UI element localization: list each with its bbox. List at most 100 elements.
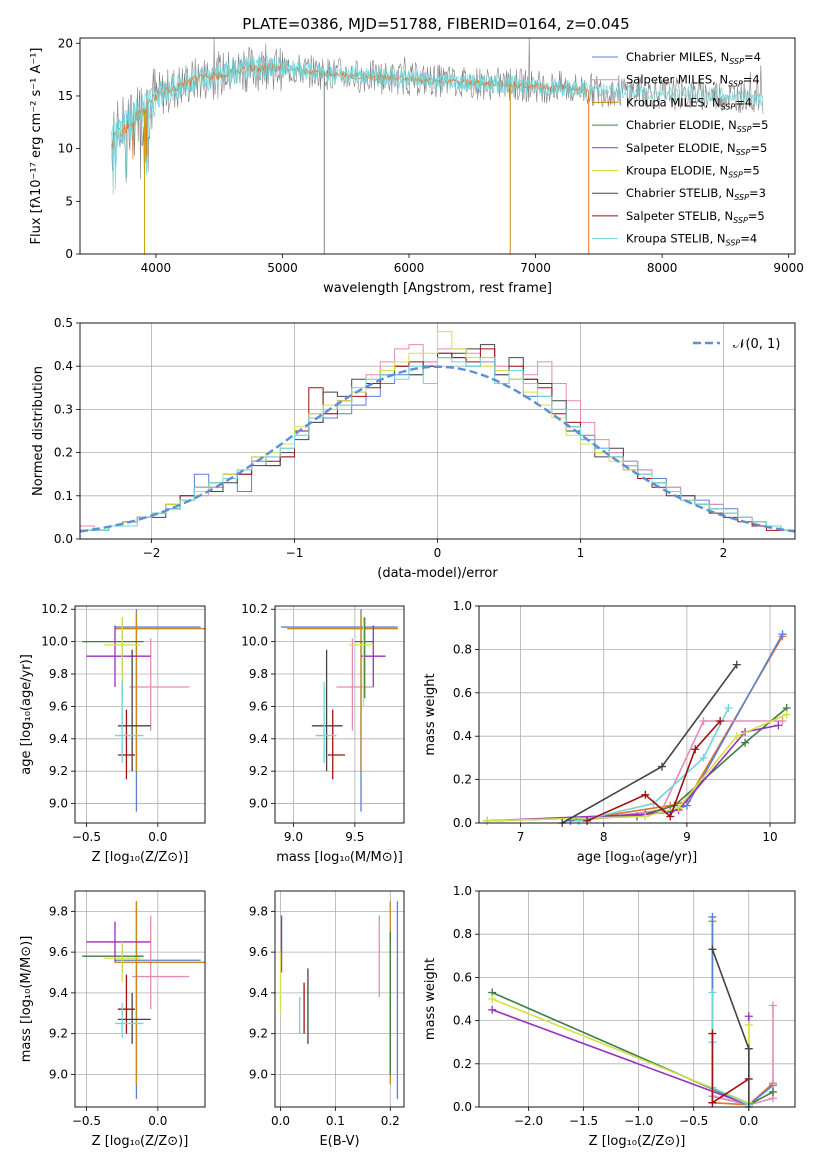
legend-label: Chabrier ELODIE, NSSP=5 bbox=[626, 118, 768, 134]
data-point bbox=[732, 732, 741, 741]
data-point bbox=[641, 790, 650, 799]
legend-label: Kroupa MILES, NSSP=4 bbox=[626, 95, 752, 111]
y-tick-label: 0.4 bbox=[453, 729, 472, 743]
y-tick-label: 0.8 bbox=[453, 927, 472, 941]
data-point bbox=[699, 753, 708, 762]
series-line bbox=[570, 633, 784, 822]
data-point bbox=[774, 721, 783, 730]
legend-label: Chabrier MILES, NSSP=4 bbox=[626, 50, 761, 66]
data-point bbox=[741, 738, 750, 747]
y-tick-label: 0.8 bbox=[453, 642, 472, 656]
y-tick-label: 10.2 bbox=[41, 602, 68, 616]
mass-vs-Z-axes: −0.5 0.0 9.0 9.2 9.4 9.6 9.8 Z [log₁₀(Z/Z⊙)] mas… bbox=[19, 890, 206, 1149]
x-tick-label: 10 bbox=[762, 830, 777, 844]
data-point bbox=[732, 660, 741, 669]
x-tick-label: 4000 bbox=[141, 261, 172, 275]
x-tick-label: 2 bbox=[720, 546, 728, 560]
series-line bbox=[711, 1033, 750, 1105]
data-point bbox=[488, 1005, 497, 1014]
massweight-vs-age-axes: 7 8 9 10 0.0 0.2 0.4 0.6 0.8 1.0 age [log₁₀(age/yr… bbox=[423, 599, 796, 865]
data-point bbox=[708, 945, 717, 954]
y-tick-label: 0.4 bbox=[453, 1014, 472, 1028]
data-point bbox=[708, 912, 717, 921]
y-tick-label: 9.2 bbox=[49, 1027, 68, 1041]
data-point bbox=[716, 717, 725, 726]
y-tick-label: 9.0 bbox=[49, 797, 68, 811]
y-tick-label: 9.8 bbox=[49, 904, 68, 918]
y-tick-label: 9.8 bbox=[49, 667, 68, 681]
plot-frame bbox=[74, 605, 206, 824]
spectrum-lines bbox=[111, 38, 764, 254]
data-point bbox=[778, 630, 787, 639]
normal-curve bbox=[79, 365, 796, 533]
x-tick-label: 1 bbox=[577, 546, 585, 560]
x-axis-label: wavelength [Angstrom, rest frame] bbox=[323, 281, 552, 296]
y-tick-label: 0.4 bbox=[54, 359, 73, 373]
x-axis-label: (data-model)/error bbox=[377, 566, 498, 581]
y-tick-label: 9.0 bbox=[249, 1067, 268, 1081]
x-tick-label: 9.0 bbox=[284, 830, 303, 844]
x-tick-label: 0 bbox=[434, 546, 442, 560]
y-tick-label: 9.0 bbox=[249, 797, 268, 811]
x-axis-label: E(B-V) bbox=[319, 1134, 359, 1149]
data-point bbox=[699, 717, 708, 726]
data-point bbox=[708, 1098, 717, 1107]
plot-frame bbox=[79, 37, 796, 255]
x-tick-label: 0.0 bbox=[271, 1114, 290, 1128]
data-point bbox=[666, 812, 675, 821]
x-tick-label: 9 bbox=[683, 830, 691, 844]
data-point bbox=[768, 1087, 777, 1096]
data-point bbox=[744, 1044, 753, 1053]
x-tick-label: 8000 bbox=[647, 261, 678, 275]
data-point bbox=[682, 801, 691, 810]
data-point bbox=[782, 710, 791, 719]
data-point bbox=[674, 803, 683, 812]
residuals-axes: −2 −1 0 1 2 0.0 0.1 0.2 0.3 0.4 0.5 (data-model)/er… bbox=[31, 316, 796, 581]
y-tick-label: 9.8 bbox=[249, 904, 268, 918]
y-axis-label: Normed distribution bbox=[31, 366, 46, 496]
x-tick-label: 0.2 bbox=[381, 1114, 400, 1128]
x-axis-label: age [log₁₀(age/yr)] bbox=[577, 850, 698, 865]
y-tick-label: 0 bbox=[65, 247, 73, 261]
x-tick-label: 9.5 bbox=[345, 830, 364, 844]
y-axis-label: age [log₁₀(age/yr)] bbox=[19, 654, 34, 775]
y-tick-label: 10.0 bbox=[241, 635, 268, 649]
y-tick-label: 20 bbox=[58, 36, 73, 50]
y-tick-label: 0.2 bbox=[453, 773, 472, 787]
x-tick-label: 7 bbox=[517, 830, 525, 844]
x-axis-label: Z [log₁₀(Z/Z⊙)] bbox=[92, 1134, 189, 1149]
data-point bbox=[724, 703, 733, 712]
age-vs-mass-axes: 9.0 9.5 9.0 9.2 9.4 9.6 9.8 10.0 10.2 mass [log₁₀… bbox=[241, 602, 405, 865]
y-tick-label: 9.2 bbox=[249, 764, 268, 778]
x-tick-label: −1 bbox=[286, 546, 304, 560]
x-tick-label: −0.5 bbox=[679, 1114, 708, 1128]
y-tick-label: 15 bbox=[58, 89, 73, 103]
series-line bbox=[578, 707, 730, 822]
plot-frame bbox=[274, 605, 405, 824]
y-tick-label: 9.2 bbox=[249, 1027, 268, 1041]
data-point bbox=[583, 816, 592, 825]
y-tick-label: 9.4 bbox=[249, 732, 268, 746]
data-point bbox=[657, 762, 666, 771]
y-tick-label: 10.0 bbox=[41, 635, 68, 649]
y-tick-label: 0.0 bbox=[453, 1100, 472, 1114]
x-axis-label: Z [log₁₀(Z/Z⊙)] bbox=[92, 850, 189, 865]
mass-vs-ebv-axes: 0.0 0.1 0.2 9.0 9.2 9.4 9.6 9.8 E(B-V) bbox=[249, 890, 405, 1149]
y-tick-label: 1.0 bbox=[453, 884, 472, 898]
y-tick-label: 9.0 bbox=[49, 1067, 68, 1081]
x-axis-label: Z [log₁₀(Z/Z⊙)] bbox=[589, 1134, 686, 1149]
legend-label: Kroupa ELODIE, NSSP=5 bbox=[626, 164, 760, 180]
series-line bbox=[712, 1005, 774, 1106]
plot-frame bbox=[478, 605, 796, 824]
x-tick-label: 0.0 bbox=[739, 1114, 758, 1128]
x-tick-label: −2 bbox=[143, 546, 161, 560]
series-line bbox=[487, 707, 788, 822]
series-line bbox=[711, 992, 750, 1106]
data-point bbox=[768, 1001, 777, 1010]
data-point bbox=[778, 717, 787, 726]
data-point bbox=[708, 1029, 717, 1038]
massweight-vs-Z-axes: −2.0 −1.5 −1.0 −0.5 0.0 0.0 0.2 0.4 0.6 0.8 1.0 Z [… bbox=[423, 884, 796, 1149]
legend-label: Salpeter STELIB, NSSP=5 bbox=[626, 209, 765, 225]
y-tick-label: 9.6 bbox=[249, 699, 268, 713]
